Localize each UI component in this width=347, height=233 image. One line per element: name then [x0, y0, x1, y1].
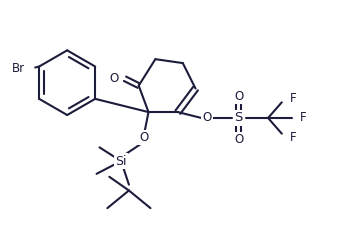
Text: O: O — [234, 133, 243, 146]
Text: F: F — [290, 131, 296, 144]
Text: F: F — [299, 111, 306, 124]
Text: Si: Si — [115, 154, 127, 168]
Text: O: O — [203, 111, 212, 124]
Text: O: O — [139, 131, 148, 144]
Text: O: O — [234, 90, 243, 103]
Text: O: O — [110, 72, 119, 85]
Text: Br: Br — [12, 62, 25, 75]
Text: S: S — [235, 111, 243, 124]
Text: F: F — [290, 92, 296, 105]
